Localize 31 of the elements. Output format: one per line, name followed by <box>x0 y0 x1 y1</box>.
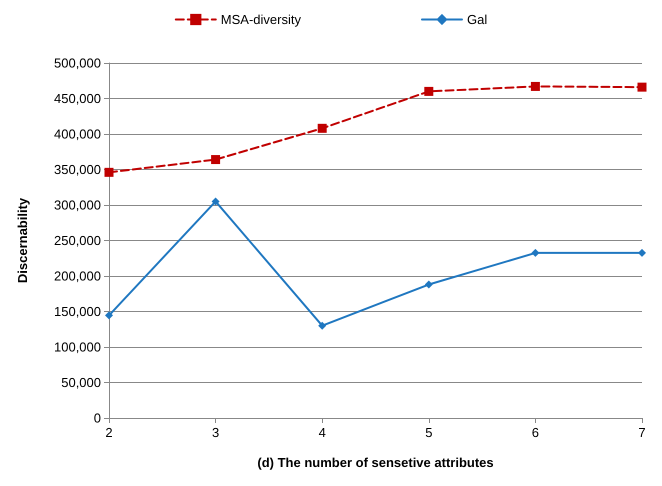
point <box>211 155 220 164</box>
x-tick-label: 2 <box>105 425 113 440</box>
point <box>531 248 540 257</box>
y-tick-label: 150,000 <box>54 304 101 319</box>
y-tick-label: 250,000 <box>54 233 101 248</box>
point <box>424 86 434 96</box>
x-tick-label: 6 <box>532 425 540 440</box>
y-tick-label: 0 <box>94 410 101 426</box>
y-tick-label: 300,000 <box>54 198 101 212</box>
point <box>424 280 433 289</box>
y-tick-label: 500,000 <box>54 56 101 70</box>
y-axis-title: Discernability <box>15 197 30 284</box>
point <box>318 322 326 330</box>
y-tick-label: 400,000 <box>54 126 101 142</box>
legend-label: MSA-diversity <box>220 12 302 27</box>
point <box>638 82 646 92</box>
y-tick-label: 450,000 <box>54 91 101 106</box>
y-tick-label: 50,000 <box>61 375 101 390</box>
point <box>318 124 327 133</box>
point <box>530 82 540 91</box>
x-tick-label: 7 <box>638 425 646 440</box>
point <box>638 248 646 257</box>
legend-label: Gal <box>466 12 488 27</box>
x-tick-label: 4 <box>318 425 326 440</box>
y-tick-label: 200,000 <box>54 268 101 284</box>
y-tick-label: 100,000 <box>54 340 101 354</box>
x-axis-title: (d) The number of sensetive attributes <box>257 455 494 470</box>
point <box>212 197 220 206</box>
x-tick-label: 3 <box>212 425 220 440</box>
y-tick-label: 350,000 <box>54 162 101 177</box>
x-tick-label: 5 <box>425 425 432 440</box>
